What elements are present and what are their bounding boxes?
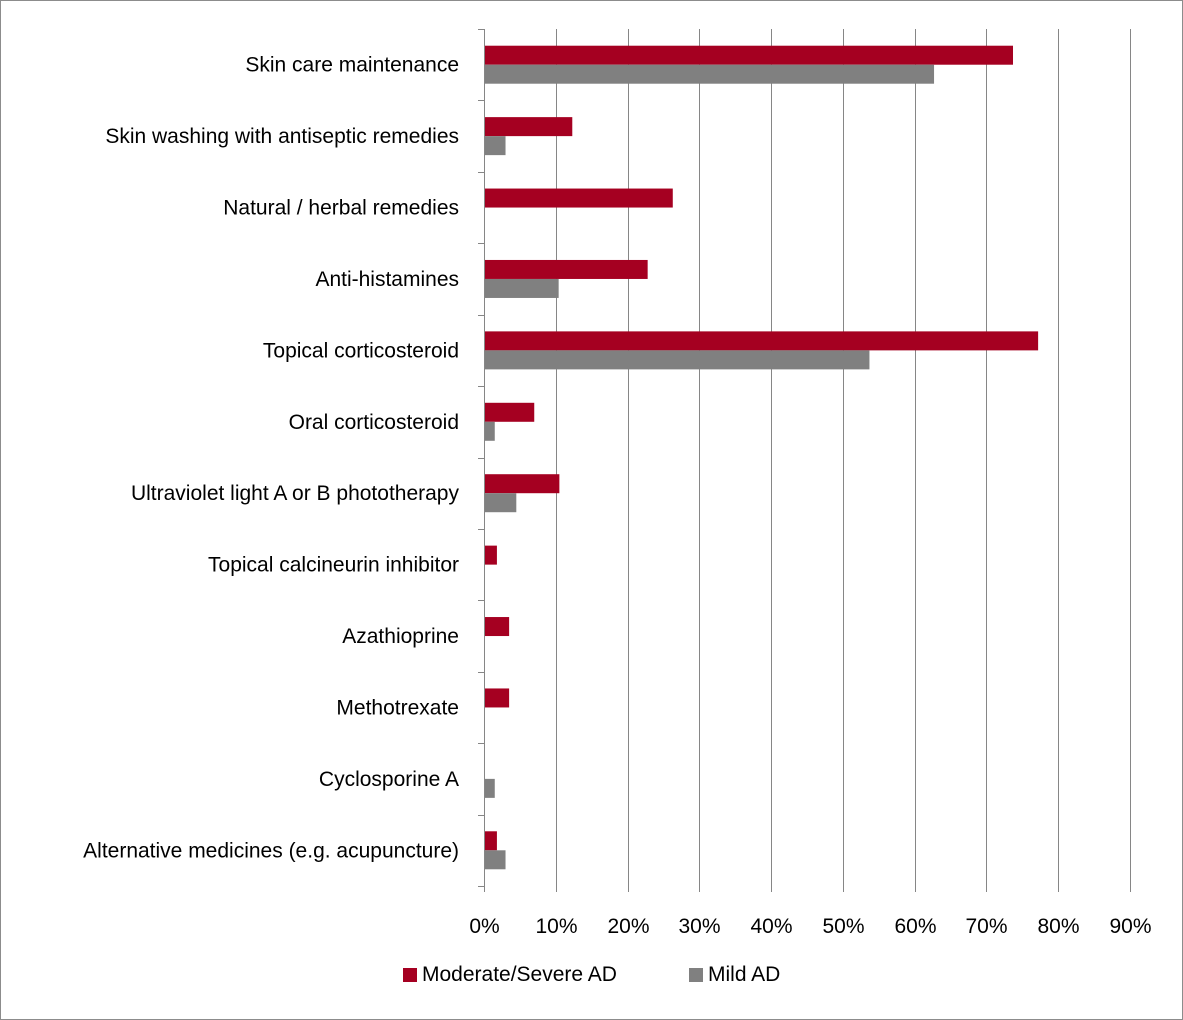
bar-mild — [485, 278, 559, 298]
bar-moderate-severe — [485, 831, 497, 851]
category-label: Oral corticosteroid — [289, 411, 459, 434]
category-label: Skin washing with antiseptic remedies — [105, 125, 459, 148]
legend: Moderate/Severe AD Mild AD — [403, 963, 780, 986]
bar-moderate-severe — [485, 259, 648, 279]
bar-moderate-severe — [485, 45, 1014, 65]
x-tick-label: 90% — [1109, 915, 1151, 938]
x-tick-label: 20% — [607, 915, 649, 938]
bar-moderate-severe — [485, 688, 510, 708]
x-tick-label: 60% — [894, 915, 936, 938]
x-tick-label: 30% — [678, 915, 720, 938]
bar-mild — [485, 493, 517, 513]
x-tick-label: 80% — [1037, 915, 1079, 938]
category-label: Alternative medicines (e.g. acupuncture) — [83, 839, 459, 862]
legend-swatch — [689, 968, 703, 982]
legend-label: Moderate/Severe AD — [422, 963, 617, 986]
category-label: Ultraviolet light A or B phototherapy — [131, 482, 460, 505]
bars — [485, 45, 1039, 870]
category-label: Anti-histamines — [315, 268, 459, 291]
x-tick-label: 10% — [535, 915, 577, 938]
x-tick-label: 0% — [469, 915, 499, 938]
bar-mild — [485, 64, 935, 84]
bar-mild — [485, 850, 506, 870]
legend-item: Moderate/Severe AD — [403, 963, 617, 986]
category-labels: Skin care maintenance Skin washing with a… — [83, 54, 459, 863]
bar-moderate-severe — [485, 188, 673, 208]
x-tick-label: 70% — [965, 915, 1007, 938]
bar-mild — [485, 350, 870, 370]
bar-moderate-severe — [485, 331, 1039, 351]
x-tick-label: 40% — [750, 915, 792, 938]
x-tick-labels: 0% 10% 20% 30% 40% 50% 60% 70% 80% 90% — [469, 915, 1151, 938]
legend-label: Mild AD — [708, 963, 780, 986]
category-label: Azathioprine — [342, 625, 459, 648]
bar-mild — [485, 421, 495, 441]
bar-moderate-severe — [485, 117, 573, 137]
category-label: Topical corticosteroid — [263, 339, 459, 362]
bar-moderate-severe — [485, 617, 510, 637]
bar-moderate-severe — [485, 402, 535, 422]
category-label: Skin care maintenance — [245, 54, 459, 77]
legend-item: Mild AD — [689, 963, 780, 986]
category-label: Methotrexate — [336, 696, 459, 719]
category-label: Natural / herbal remedies — [223, 197, 459, 220]
category-label: Topical calcineurin inhibitor — [208, 554, 459, 577]
bar-moderate-severe — [485, 474, 560, 494]
bar-moderate-severe — [485, 545, 497, 565]
x-tick-label: 50% — [822, 915, 864, 938]
y-axis — [478, 29, 485, 892]
bar-mild — [485, 778, 495, 798]
bar-mild — [485, 136, 506, 156]
legend-swatch — [403, 968, 417, 982]
category-label: Cyclosporine A — [319, 768, 459, 791]
gridlines — [556, 29, 1131, 892]
